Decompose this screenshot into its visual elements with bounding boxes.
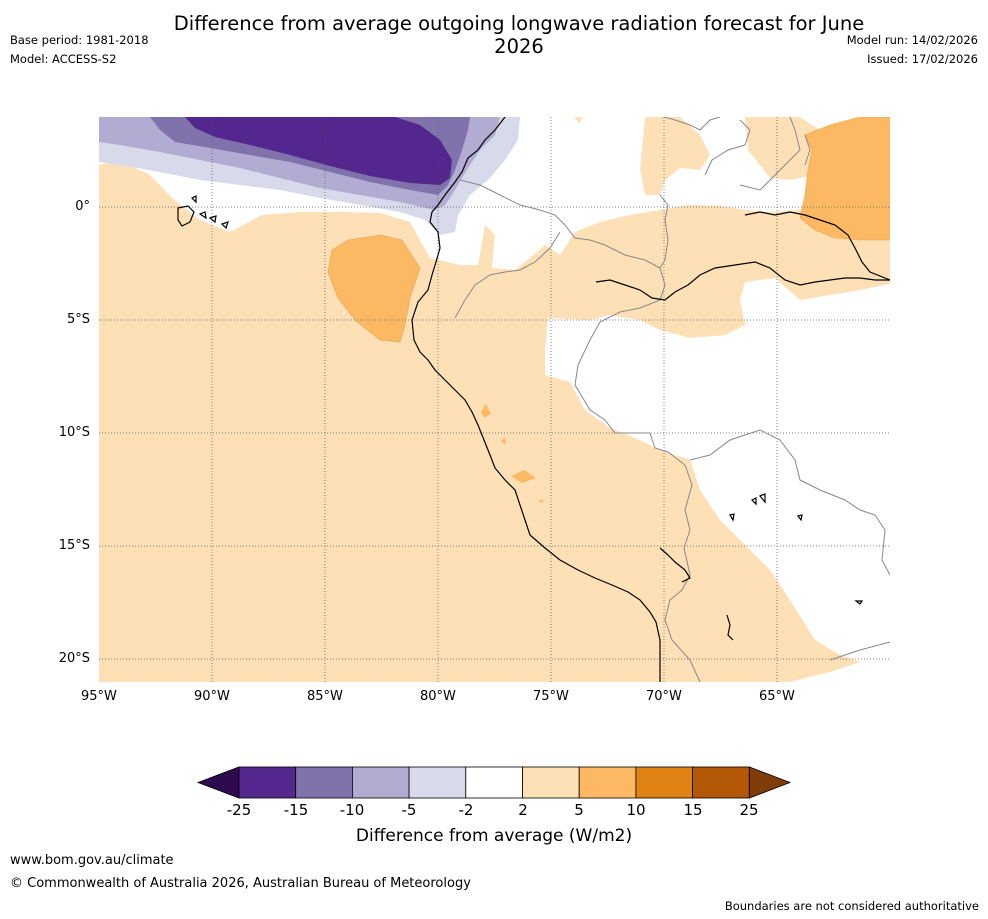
anomaly-5-to-10-small-1 xyxy=(481,404,491,418)
country-boundaries xyxy=(454,117,890,682)
coastlines xyxy=(177,117,890,682)
boundaries-disclaimer: Boundaries are not considered authoritat… xyxy=(724,899,979,913)
lon-label-90w: 90°W xyxy=(194,689,230,704)
map-title: Difference from average outgoing longwav… xyxy=(173,12,865,58)
lon-label-65w: 65°W xyxy=(759,689,795,704)
colorbar-tick-label: 25 xyxy=(739,801,759,819)
lat-label-20s: 20°S xyxy=(58,651,90,666)
anomaly-2-to-5-small-patch xyxy=(574,117,582,124)
colorbar-segment xyxy=(465,766,523,799)
lat-label-15s: 15°S xyxy=(58,538,90,553)
map-area xyxy=(99,117,890,682)
lon-label-75w: 75°W xyxy=(533,689,569,704)
lat-label-0: 0° xyxy=(75,199,90,214)
model-run-label: Model run: 14/02/2026 xyxy=(846,33,978,47)
colorbar-segment xyxy=(408,766,467,799)
colorbar-tick-label: -15 xyxy=(283,801,309,819)
anomaly-5-to-10-small-3 xyxy=(501,437,506,445)
lon-label-70w: 70°W xyxy=(646,689,682,704)
colorbar-tick-label: -2 xyxy=(458,801,474,819)
model-label: Model: ACCESS-S2 xyxy=(10,52,117,66)
colorbar-tick-label: -10 xyxy=(339,801,365,819)
website-link[interactable]: www.bom.gov.au/climate xyxy=(10,853,174,868)
anomaly-5-to-10-small-2 xyxy=(511,470,536,483)
anomaly-5-to-10-small-4 xyxy=(538,499,543,503)
lat-label-5s: 5°S xyxy=(66,312,90,327)
anomaly-minus-15-to-minus-25-region xyxy=(185,117,452,185)
colorbar-segment xyxy=(692,766,750,799)
anomaly-5-to-10-offshore xyxy=(327,234,421,343)
lat-label-10s: 10°S xyxy=(58,425,90,440)
colorbar-tick-label: 15 xyxy=(683,801,703,819)
copyright-notice: © Commonwealth of Australia 2026, Austra… xyxy=(10,876,471,891)
gridlines xyxy=(99,117,890,682)
colorbar-tick-label: 10 xyxy=(626,801,646,819)
lon-label-95w: 95°W xyxy=(81,689,117,704)
issued-label: Issued: 17/02/2026 xyxy=(867,52,978,66)
colorbar-segment xyxy=(522,766,580,799)
colorbar-tick-label: 5 xyxy=(574,801,584,819)
colorbar-segment xyxy=(295,766,353,799)
colorbar-tick-label: -25 xyxy=(226,801,252,819)
anomaly-2-to-5-region xyxy=(99,117,890,682)
colorbar-title: Difference from average (W/m2) xyxy=(355,826,633,846)
colorbar-extension-min xyxy=(196,766,240,799)
colorbar-segment xyxy=(351,766,410,799)
colorbar-segment xyxy=(635,766,694,799)
colorbar-tick-label: 2 xyxy=(518,801,528,819)
anomaly-5-to-10-amazon xyxy=(799,117,890,241)
colorbar-segment xyxy=(238,766,297,799)
colorbar xyxy=(196,766,792,799)
base-period-label: Base period: 1981-2018 xyxy=(10,33,149,47)
anomaly-2-to-5-north-patch-2 xyxy=(745,117,830,180)
colorbar-segment xyxy=(578,766,637,799)
anomaly-2-to-5-north-patch xyxy=(640,117,710,195)
lon-label-80w: 80°W xyxy=(420,689,456,704)
colorbar-tick-label: -5 xyxy=(401,801,417,819)
lon-label-85w: 85°W xyxy=(307,689,343,704)
colorbar-extension-max xyxy=(748,766,792,799)
